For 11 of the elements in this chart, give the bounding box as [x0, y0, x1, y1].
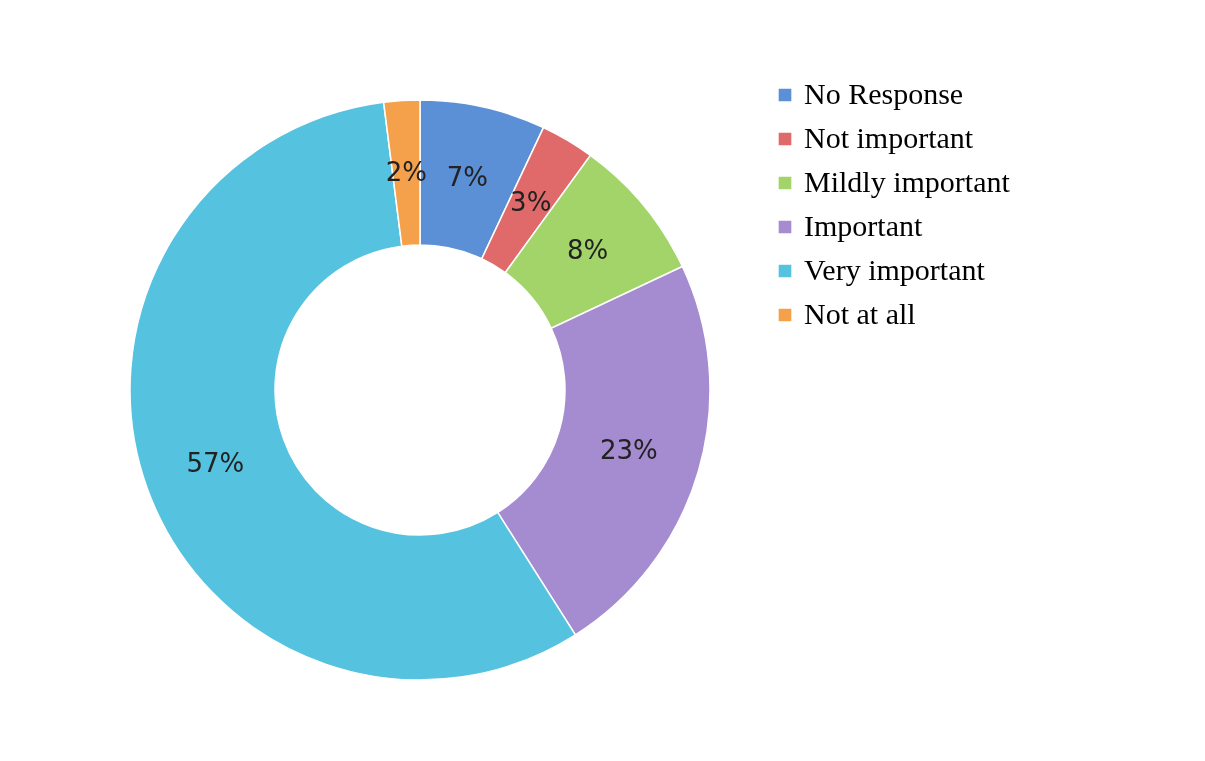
legend-label: Not important	[804, 121, 974, 154]
data-label: 23%	[599, 434, 658, 465]
legend-label: No Response	[804, 77, 964, 110]
legend-label: Not at all	[804, 297, 916, 330]
data-label: 7%	[446, 161, 489, 192]
legend-label: Important	[804, 209, 923, 242]
data-label: 57%	[186, 447, 245, 478]
data-label: 8%	[566, 235, 609, 266]
legend-label: Very important	[804, 253, 986, 286]
data-label: 3%	[510, 186, 552, 217]
legend-label: Mildly important	[804, 165, 1011, 198]
